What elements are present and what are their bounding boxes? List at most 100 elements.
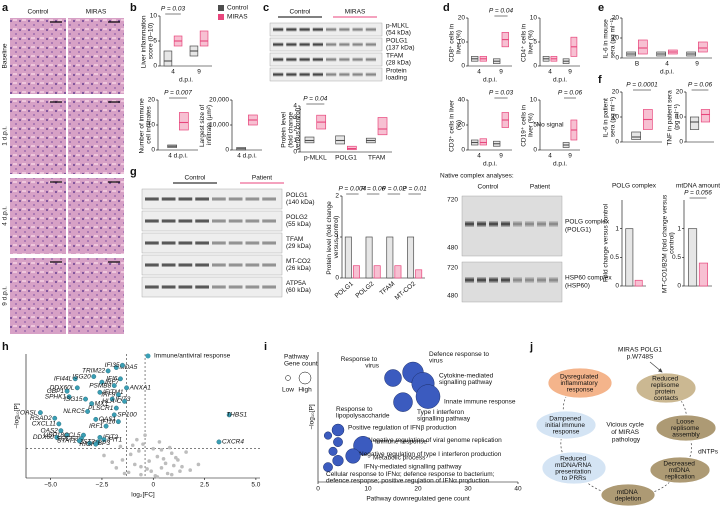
- blot-band: [145, 241, 159, 245]
- y-tick-label: 0: [293, 149, 297, 156]
- y-tick-label: 20: [458, 122, 466, 129]
- point: [128, 452, 133, 457]
- blot-band: [178, 219, 193, 223]
- x-axis-label: d.p.i.: [553, 77, 567, 84]
- x-tick-label: TFAM: [368, 155, 385, 162]
- blot-band: [312, 27, 323, 32]
- blot-band: [245, 285, 260, 289]
- gene-point: [115, 419, 121, 425]
- gene-point: [103, 423, 109, 429]
- blot-band: [537, 277, 546, 283]
- histology-image: [68, 98, 124, 174]
- point: [167, 445, 172, 450]
- bubble: [384, 369, 402, 387]
- y-tick-label: 1: [677, 225, 681, 232]
- y-tick-label: 10: [530, 97, 538, 104]
- p-value: P = 0.03: [489, 90, 514, 97]
- blot-band: [352, 57, 363, 62]
- blot-size: (54 kDa): [386, 30, 411, 37]
- blot-band: [195, 197, 209, 201]
- blot-size: (55 kDa): [286, 221, 311, 228]
- gene-label: DDX60L: [50, 385, 75, 392]
- diagram-node: [655, 414, 717, 442]
- blot-size: (60 kDa): [286, 287, 311, 294]
- bubble: [323, 431, 333, 440]
- x-tick-label: 0: [316, 486, 320, 493]
- y-axis-label: CD19⁺ cells in liver (%): [520, 103, 534, 147]
- gene-label: SP100: [117, 412, 137, 419]
- bar: [625, 228, 634, 287]
- y-axis-label: Fold change versus control: [603, 203, 610, 282]
- gene-point: [76, 438, 82, 444]
- point: [180, 464, 184, 469]
- y-tick-label: 0: [335, 275, 339, 282]
- box: [347, 145, 357, 151]
- gene-point: [87, 440, 93, 446]
- y-tick-label: 4: [293, 103, 297, 110]
- blot-band: [525, 221, 534, 227]
- bubble: [328, 446, 338, 456]
- panel-label: e: [598, 2, 604, 14]
- y-tick-label: 10: [530, 15, 538, 22]
- column-label: Control: [28, 9, 50, 16]
- gene-label: IRF7: [105, 379, 119, 386]
- bubble-label: Defence response to virus: [429, 351, 491, 365]
- panel-label: b: [130, 2, 137, 14]
- bar: [386, 236, 394, 279]
- y-tick-label: 0: [679, 139, 683, 146]
- blot-size: (28 kDa): [386, 60, 411, 67]
- gene-point: [113, 405, 119, 411]
- x-tick-label: 9: [499, 153, 503, 160]
- blot-band: [212, 241, 226, 245]
- x-tick-label: 20: [414, 486, 422, 493]
- blot-band: [145, 263, 159, 267]
- blot-band: [195, 219, 209, 223]
- y-axis-label: IL-6 in mouse sera (pg ml⁻¹): [602, 17, 616, 58]
- panel-label: h: [2, 341, 9, 353]
- box: [377, 117, 388, 136]
- gene-label: IFIT2: [103, 434, 119, 441]
- blot-band: [326, 27, 337, 32]
- gene-label: RIGI: [79, 441, 93, 448]
- y-axis-label: −log₁₀[P]: [13, 403, 20, 429]
- y-tick-label: 2: [293, 126, 297, 133]
- bubble-label: Positive regulation of IFNβ production: [348, 424, 457, 431]
- blot-band: [195, 285, 209, 289]
- blot-band: [178, 263, 193, 267]
- gene-label: PLSCR1: [88, 405, 114, 412]
- point: [126, 470, 131, 475]
- bar: [687, 228, 698, 287]
- blot-band: [212, 219, 226, 223]
- gene-label: IFITM1: [103, 389, 124, 396]
- gene-point: [83, 396, 88, 402]
- point: [139, 472, 143, 477]
- row-label: 4 d.p.i.: [2, 206, 9, 226]
- blot-band: [273, 27, 284, 32]
- gene-point: [105, 368, 111, 374]
- blot-size: (29 kDa): [286, 243, 311, 250]
- legend-label: MIRAS: [227, 14, 248, 21]
- p-value: P = 0.06: [688, 82, 713, 89]
- title-arrow: [649, 361, 663, 373]
- blot-band: [339, 42, 350, 47]
- y-tick-label: 10: [458, 39, 466, 46]
- diagram-node: [535, 410, 597, 440]
- blot-band: [365, 57, 376, 62]
- y-tick-label: 0: [153, 63, 157, 70]
- legend-swatch: [218, 5, 224, 11]
- blot-band: [477, 221, 486, 227]
- point: [155, 475, 160, 479]
- bubble: [323, 462, 333, 473]
- gene-point: [64, 432, 70, 438]
- point: [196, 462, 201, 467]
- blot-label: POLG1: [386, 38, 408, 45]
- gene-label: OAS1: [99, 416, 117, 423]
- blot-size: (26 kDa): [286, 265, 311, 272]
- blot-band: [212, 285, 226, 289]
- gene-label: IFI35: [105, 362, 120, 369]
- blot-band: [537, 221, 546, 227]
- y-tick-label: 10: [148, 122, 156, 129]
- x-tick-label: 4 d.p.i.: [168, 153, 188, 160]
- point: [169, 472, 174, 477]
- x-axis-label: Pathway downregulated gene count: [366, 496, 470, 503]
